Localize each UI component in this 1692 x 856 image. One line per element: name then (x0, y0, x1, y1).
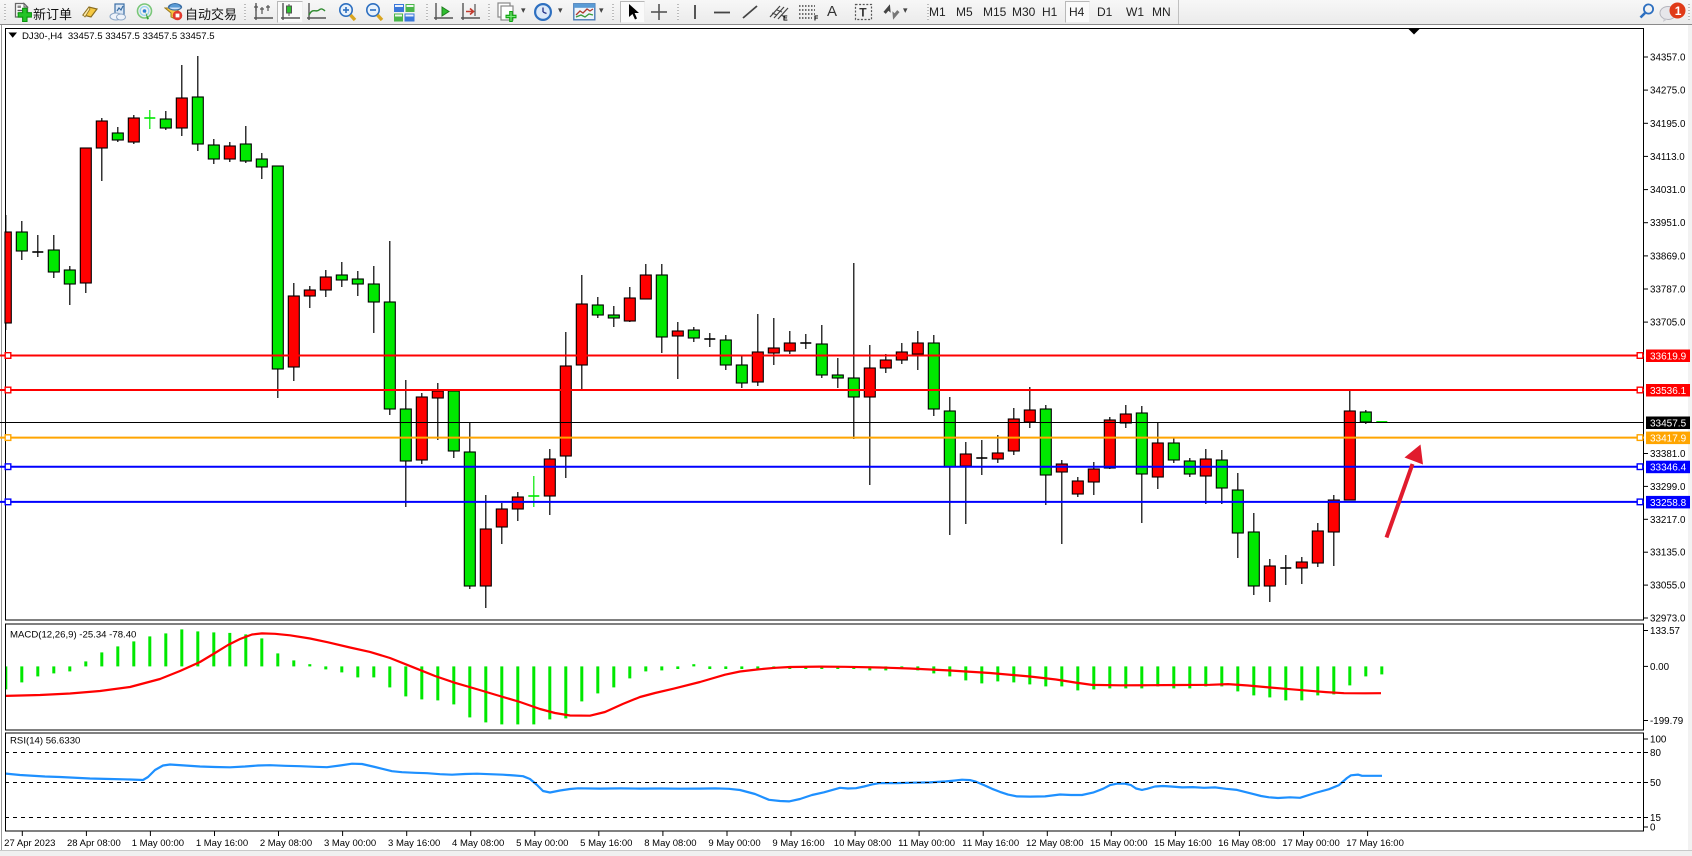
svg-text:4 May 08:00: 4 May 08:00 (452, 838, 504, 849)
svg-text:DJ30-,H4 33457.5 33457.5 3345: DJ30-,H4 33457.5 33457.5 33457.5 33457.5 (22, 31, 215, 42)
svg-text:27 Apr 2023: 27 Apr 2023 (4, 838, 55, 849)
svg-text:34357.0: 34357.0 (1650, 53, 1686, 64)
svg-text:E: E (783, 16, 788, 22)
svg-text:133.57: 133.57 (1650, 626, 1680, 637)
svg-text:16 May 08:00: 16 May 08:00 (1218, 838, 1276, 849)
svg-text:11 May 00:00: 11 May 00:00 (898, 838, 955, 849)
svg-text:3 May 00:00: 3 May 00:00 (324, 838, 376, 849)
svg-text:0.00: 0.00 (1650, 662, 1670, 673)
svg-text:33346.4: 33346.4 (1650, 463, 1687, 474)
svg-text:28 Apr 08:00: 28 Apr 08:00 (67, 838, 121, 849)
svg-text:15 May 00:00: 15 May 00:00 (1090, 838, 1148, 849)
svg-text:2 May 08:00: 2 May 08:00 (260, 838, 312, 849)
svg-text:34195.0: 34195.0 (1650, 119, 1686, 130)
svg-text:17 May 00:00: 17 May 00:00 (1282, 838, 1340, 849)
svg-text:33619.9: 33619.9 (1650, 352, 1687, 363)
svg-text:33705.0: 33705.0 (1650, 318, 1686, 329)
svg-text:33417.9: 33417.9 (1650, 434, 1687, 445)
svg-text:12 May 08:00: 12 May 08:00 (1026, 838, 1084, 849)
svg-text:5 May 16:00: 5 May 16:00 (580, 838, 632, 849)
svg-text:33536.1: 33536.1 (1650, 386, 1687, 397)
svg-text:34113.0: 34113.0 (1650, 152, 1685, 163)
svg-text:-199.79: -199.79 (1650, 716, 1683, 727)
svg-text:15 May 16:00: 15 May 16:00 (1154, 838, 1212, 849)
svg-text:33135.0: 33135.0 (1650, 548, 1686, 559)
svg-text:1 May 16:00: 1 May 16:00 (196, 838, 248, 849)
svg-text:5 May 00:00: 5 May 00:00 (516, 838, 568, 849)
svg-text:50: 50 (1650, 778, 1661, 789)
svg-text:RSI(14) 56.6330: RSI(14) 56.6330 (10, 736, 80, 747)
svg-text:9 May 00:00: 9 May 00:00 (708, 838, 760, 849)
svg-text:33951.0: 33951.0 (1650, 218, 1686, 229)
svg-text:9 May 16:00: 9 May 16:00 (772, 838, 824, 849)
svg-text:MACD(12,26,9) -25.34 -78.40: MACD(12,26,9) -25.34 -78.40 (10, 630, 136, 641)
svg-text:80: 80 (1650, 748, 1661, 759)
svg-text:33457.5: 33457.5 (1650, 419, 1687, 430)
svg-text:33299.0: 33299.0 (1650, 482, 1686, 493)
svg-text:34275.0: 34275.0 (1650, 86, 1686, 97)
svg-text:100: 100 (1650, 735, 1667, 746)
svg-text:8 May 08:00: 8 May 08:00 (644, 838, 696, 849)
svg-text:33381.0: 33381.0 (1650, 449, 1686, 460)
svg-text:17 May 16:00: 17 May 16:00 (1346, 838, 1404, 849)
svg-text:0: 0 (1650, 823, 1656, 834)
svg-text:33787.0: 33787.0 (1650, 285, 1686, 296)
svg-text:33258.8: 33258.8 (1650, 498, 1687, 509)
svg-text:T: T (859, 6, 867, 20)
svg-text:11 May 16:00: 11 May 16:00 (962, 838, 1019, 849)
svg-text:32973.0: 32973.0 (1650, 614, 1686, 625)
svg-text:15: 15 (1650, 813, 1661, 824)
svg-text:1: 1 (1675, 4, 1682, 18)
svg-text:34031.0: 34031.0 (1650, 185, 1686, 196)
svg-text:33869.0: 33869.0 (1650, 251, 1686, 262)
svg-text:33217.0: 33217.0 (1650, 515, 1686, 526)
svg-text:3 May 16:00: 3 May 16:00 (388, 838, 440, 849)
svg-text:F: F (814, 16, 819, 22)
svg-text:10 May 08:00: 10 May 08:00 (834, 838, 892, 849)
svg-text:1 May 00:00: 1 May 00:00 (132, 838, 184, 849)
svg-text:33055.0: 33055.0 (1650, 581, 1686, 592)
